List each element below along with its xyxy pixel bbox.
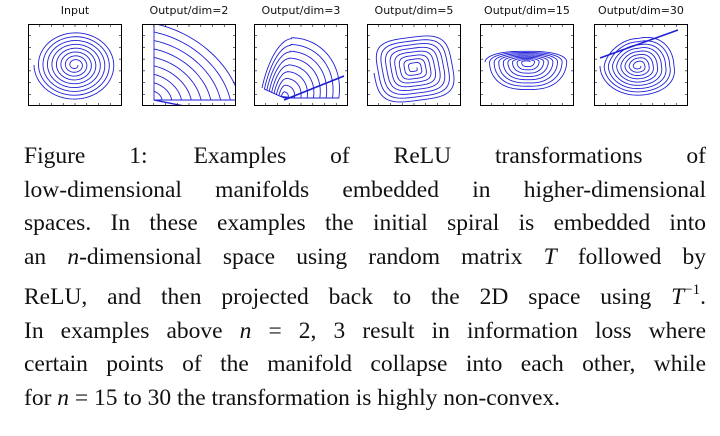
- caption-text: .: [700, 284, 707, 310]
- caption-text: -dimensional space using random matrix: [79, 243, 523, 270]
- panel-plot: [28, 24, 122, 106]
- caption-line: spaces. In these examples the initial sp…: [24, 210, 706, 236]
- caption-line: In examples above n = 2, 3 result in inf…: [24, 315, 706, 349]
- caption-text: Examples of ReLU transformations of: [193, 143, 706, 169]
- caption-line: low-dimensional manifolds embedded in hi…: [24, 176, 706, 203]
- collapse-line: [283, 75, 345, 101]
- panel-dim2: Output/dim=2: [142, 4, 236, 106]
- panel-plot: [254, 24, 348, 106]
- math-T: T: [543, 243, 557, 270]
- caption-text: In examples above: [24, 317, 223, 344]
- plot-curves: [153, 25, 235, 105]
- panel-title: Output/dim=15: [484, 4, 570, 17]
- caption-text: = 2, 3 result in information loss where: [268, 317, 707, 344]
- caption-line: an n-dimensional space using random matr…: [24, 241, 706, 275]
- caption-line: for n = 15 to 30 the transformation is h…: [24, 382, 706, 416]
- plot-curves: [33, 32, 115, 100]
- panel-title: Input: [60, 4, 90, 17]
- panel-plot: [142, 24, 236, 106]
- caption-text: followed by: [577, 243, 706, 270]
- panel-dim30: Output/dim=30: [594, 4, 688, 106]
- math-n: n: [57, 384, 70, 411]
- panel-plot: [594, 24, 688, 106]
- math-n: n: [239, 317, 252, 344]
- spiral-curve: [484, 50, 568, 90]
- caption-text: for: [24, 384, 52, 411]
- panel-dim15: Output/dim=15: [480, 4, 574, 106]
- spiral-curve: [153, 25, 235, 101]
- panel-title: Output/dim=2: [149, 4, 229, 17]
- caption-text: = 15 to 30 the transformation is highly …: [74, 384, 561, 411]
- panel-title: Output/dim=3: [261, 4, 341, 17]
- caption-line: certain points of the manifold collapse …: [24, 351, 706, 377]
- panel-plot: [367, 24, 461, 106]
- caption-text: an: [24, 243, 47, 270]
- math-n: n: [67, 243, 80, 270]
- panel-dim5: Output/dim=5: [367, 4, 461, 106]
- figure-panels: Input Output/dim=2 Output/dim=3 Output/d…: [0, 0, 720, 110]
- math-T: T: [671, 284, 685, 310]
- panel-plot: [480, 24, 574, 106]
- plot-curves: [484, 50, 568, 90]
- panel-input: Input: [28, 4, 122, 106]
- math-superscript: −1: [684, 282, 701, 298]
- caption-line: Figure 1: Examples of ReLU transformation…: [24, 140, 706, 174]
- collapse-line: [599, 29, 679, 59]
- spiral-curve: [33, 32, 115, 100]
- spiral-curve: [599, 36, 675, 96]
- panel-dim3: Output/dim=3: [254, 4, 348, 106]
- figure-label: Figure 1:: [24, 143, 148, 169]
- caption-line: ReLU, and then projected back to the 2D …: [24, 274, 706, 315]
- panel-title: Output/dim=30: [598, 4, 684, 17]
- plot-curves: [261, 37, 345, 101]
- figure-caption: Figure 1: Examples of ReLU transformation…: [24, 140, 706, 415]
- caption-text: ReLU, and then projected back to the 2D …: [24, 284, 652, 310]
- panel-title: Output/dim=5: [374, 4, 454, 17]
- spiral-curve: [261, 37, 340, 99]
- spiral-curve: [373, 35, 455, 103]
- plot-curves: [373, 35, 455, 103]
- plot-curves: [599, 29, 679, 96]
- collapse-line: [153, 99, 183, 105]
